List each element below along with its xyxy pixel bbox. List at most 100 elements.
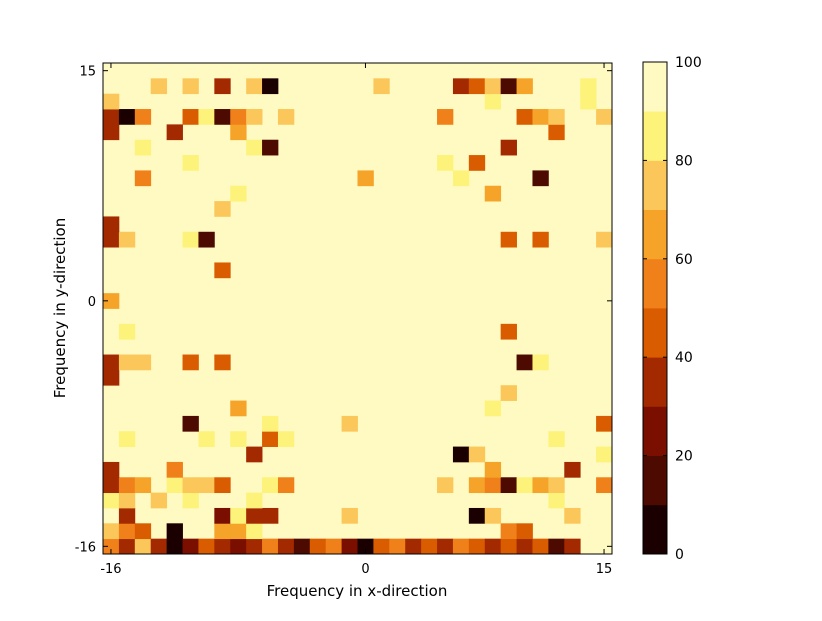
heatmap-cell	[532, 231, 549, 248]
heatmap-cell	[484, 185, 502, 202]
heatmap-cell	[468, 78, 486, 95]
heatmap-cell	[103, 354, 120, 371]
heatmap-cell	[516, 477, 533, 494]
heatmap-cell	[166, 538, 183, 555]
heatmap-cell	[103, 124, 120, 141]
heatmap-cell	[564, 538, 581, 555]
colorbar-segment	[643, 160, 667, 210]
heatmap-cell	[134, 354, 152, 371]
heatmap-cell	[437, 109, 454, 125]
heatmap-cell	[118, 507, 136, 524]
heatmap-cell	[548, 124, 565, 141]
x-tick-label: -16	[100, 562, 121, 577]
heatmap-cell	[532, 354, 549, 371]
heatmap-cell	[437, 155, 454, 171]
plot-frame	[102, 62, 613, 555]
heatmap-cell	[182, 155, 199, 171]
heatmap-cell	[246, 523, 263, 540]
heatmap-cell	[484, 507, 502, 524]
heatmap-cell	[548, 492, 565, 509]
heatmap-cell	[134, 523, 152, 540]
heatmap-cell	[293, 538, 311, 555]
heatmap-cell	[214, 201, 231, 217]
heatmap-cell	[230, 538, 247, 555]
colorbar-segment	[643, 455, 667, 506]
heatmap-cell	[246, 139, 263, 156]
heatmap-cell	[421, 538, 438, 555]
heatmap-cell	[373, 538, 390, 555]
x-tick-label: 15	[596, 562, 613, 577]
heatmap-cell	[182, 538, 199, 555]
heatmap-cell	[468, 507, 486, 524]
heatmap-cell	[118, 354, 136, 371]
heatmap-cell	[150, 538, 168, 555]
heatmap-background	[103, 63, 612, 554]
colorbar: 0 20 40 60 80 100	[642, 55, 702, 563]
heatmap-cell	[484, 400, 502, 417]
heatmap-cell	[341, 507, 358, 524]
heatmap-cell	[198, 231, 215, 248]
heatmap-cell	[118, 492, 136, 509]
heatmap-cell	[214, 262, 231, 279]
heatmap-cell	[150, 492, 168, 509]
heatmap-cell	[516, 78, 533, 95]
heatmap-cell	[580, 78, 597, 95]
heatmap-cell	[198, 109, 215, 125]
heatmap-cell	[500, 323, 517, 340]
colorbar-segment	[643, 406, 667, 456]
colorbar-segment	[643, 357, 667, 407]
heatmap-cell	[262, 538, 279, 555]
heatmap-cell	[182, 492, 199, 509]
heatmap-cell	[532, 109, 549, 125]
heatmap-cell	[452, 446, 470, 463]
heatmap-cell	[103, 523, 120, 540]
heatmap-cell	[484, 477, 502, 494]
colorbar-segment	[643, 111, 667, 161]
heatmap-cell	[262, 507, 279, 524]
heatmap-cell	[198, 431, 215, 447]
heatmap-cell	[262, 431, 279, 447]
heatmap-cell	[309, 538, 327, 555]
heatmap-cell	[452, 538, 470, 555]
heatmap-cell	[341, 538, 358, 555]
heatmap-cell	[548, 538, 565, 555]
heatmap-cell	[103, 477, 120, 494]
heatmap-cell	[166, 523, 183, 540]
heatmap-cell	[214, 477, 231, 494]
heatmap-cell	[437, 477, 454, 494]
heatmap-cell	[246, 538, 263, 555]
colorbar-tick-label: 60	[675, 252, 693, 268]
x-tick-label: 0	[361, 562, 369, 577]
heatmap-cell	[452, 170, 470, 187]
colorbar-segment	[643, 62, 667, 112]
heatmap-cell	[596, 477, 613, 494]
heatmap-cell	[246, 492, 263, 509]
heatmap-cell	[373, 78, 390, 95]
heatmap-cell	[103, 231, 120, 248]
heatmap-cell	[166, 461, 183, 478]
heatmap-cell	[564, 507, 581, 524]
heatmap-cell	[262, 415, 279, 432]
heatmap-cell	[548, 477, 565, 494]
heatmap-cell	[468, 109, 486, 125]
heatmap-cell	[118, 323, 136, 340]
heatmap-cell	[214, 538, 231, 555]
heatmap-cell	[357, 170, 374, 187]
heatmap-cell	[166, 124, 183, 141]
heatmap-cell	[468, 477, 486, 494]
heatmap-cell	[500, 78, 517, 95]
heatmap-cell	[532, 477, 549, 494]
heatmap-cell	[230, 400, 247, 417]
heatmap-cell	[182, 415, 199, 432]
heatmap-cell	[452, 78, 470, 95]
colorbar-tick-label: 20	[675, 449, 693, 465]
heatmap-cell	[182, 231, 199, 248]
x-axis-label: Frequency in x-direction	[267, 582, 448, 600]
heatmap-cell	[103, 293, 120, 309]
heatmap-cell	[103, 216, 120, 233]
heatmap-cell	[277, 431, 295, 447]
heatmap-cell	[230, 507, 247, 524]
colorbar-frame	[642, 61, 668, 555]
